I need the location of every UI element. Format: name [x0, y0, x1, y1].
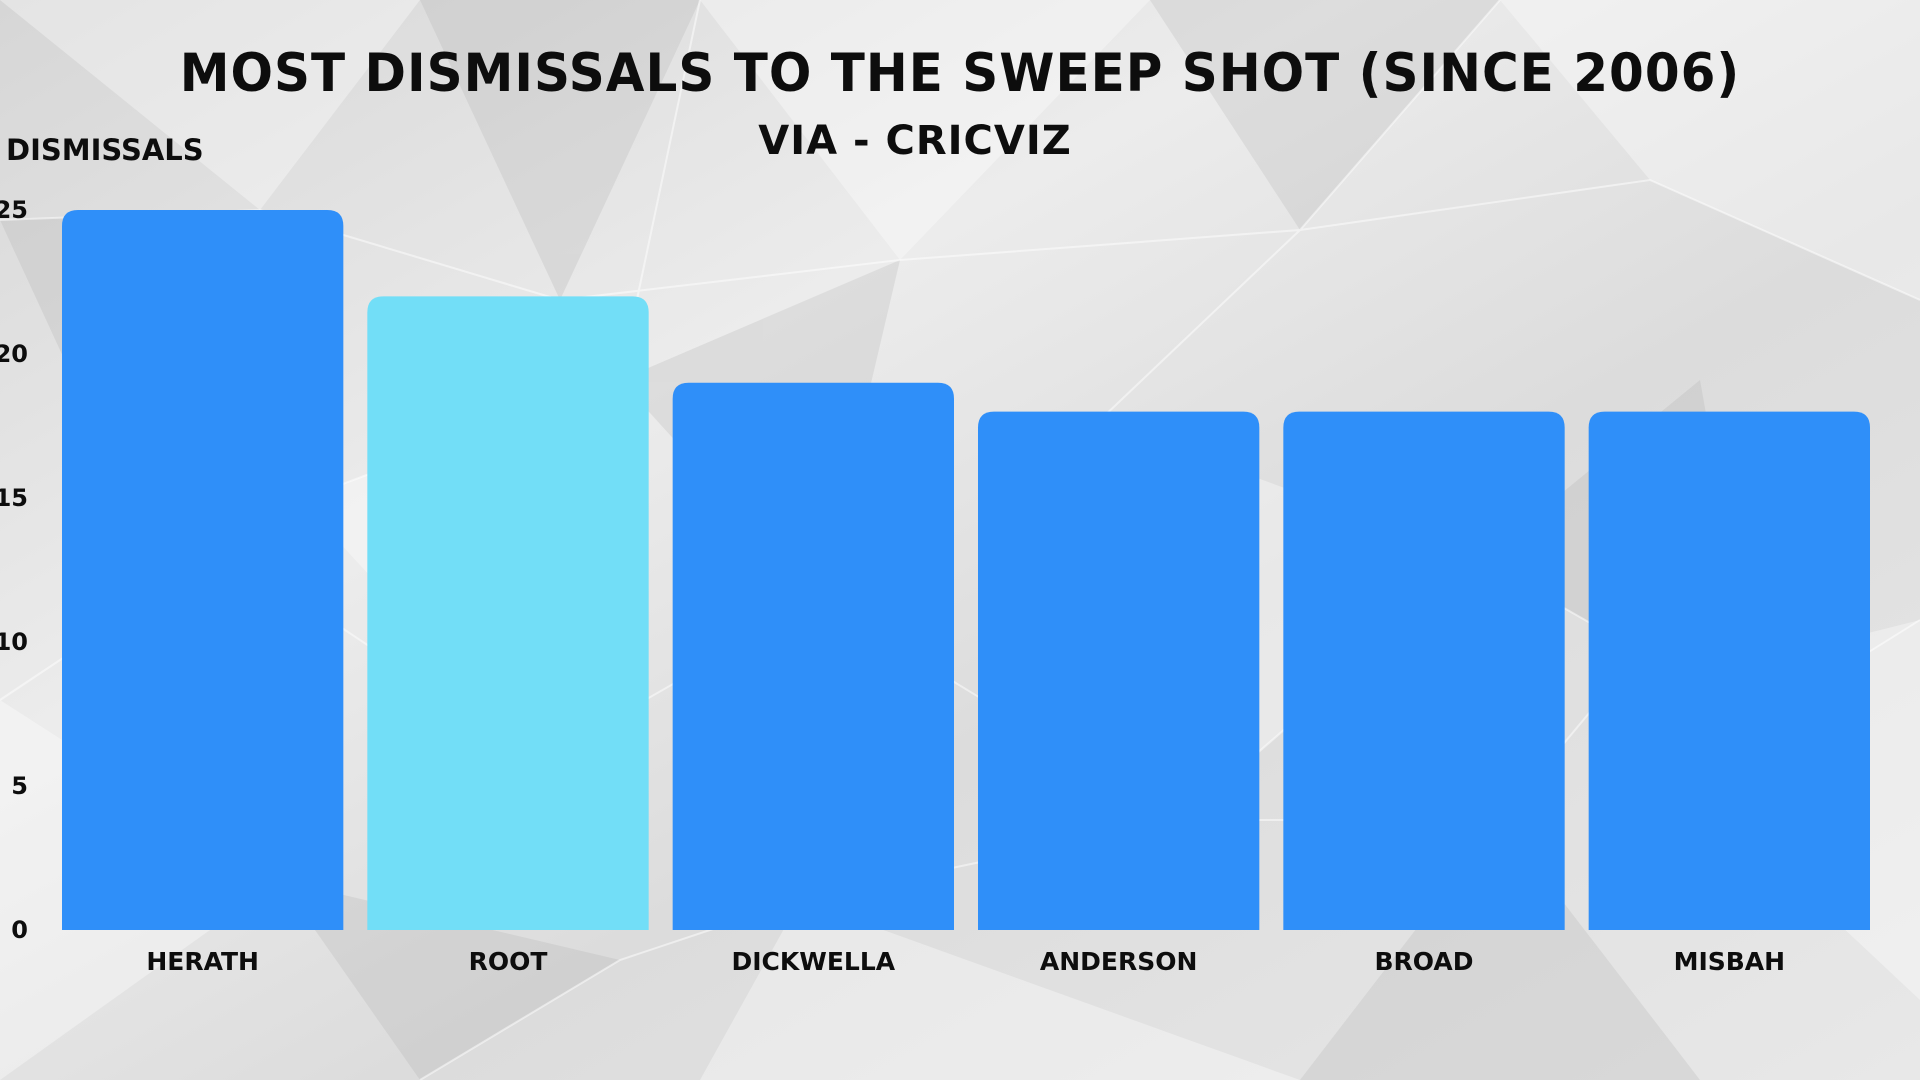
- y-tick-label: 15: [0, 484, 28, 512]
- y-tick-label: 25: [0, 196, 28, 224]
- y-tick-label: 0: [11, 916, 28, 944]
- x-tick-label-root: ROOT: [469, 947, 548, 976]
- y-tick-label: 5: [11, 772, 28, 800]
- bar-misbah: [1588, 411, 1870, 931]
- bars-group: [62, 210, 1870, 931]
- x-axis-labels: HERATH ROOT DICKWELLA ANDERSON BROAD MISBAH: [146, 947, 1785, 976]
- bar-broad: [1283, 411, 1565, 931]
- chart-subtitle: VIA - CRICVIZ: [758, 118, 1072, 164]
- x-tick-label-dickwella: DICKWELLA: [732, 947, 896, 976]
- y-axis-ticks: 0 5 10 15 20 25: [0, 196, 28, 944]
- x-tick-label-misbah: MISBAH: [1674, 947, 1786, 976]
- bar-herath: [62, 210, 344, 930]
- x-tick-label-herath: HERATH: [146, 947, 259, 976]
- x-tick-label-anderson: ANDERSON: [1040, 947, 1198, 976]
- x-tick-label-broad: BROAD: [1375, 947, 1474, 976]
- y-axis-label: DISMISSALS: [6, 133, 204, 167]
- bar-anderson: [978, 411, 1260, 931]
- bar-dickwella: [672, 382, 954, 930]
- bar-root: [367, 296, 649, 930]
- chart-title: MOST DISMISSALS TO THE SWEEP SHOT (SINCE…: [179, 42, 1741, 104]
- y-tick-label: 20: [0, 340, 28, 368]
- y-tick-label: 10: [0, 628, 28, 656]
